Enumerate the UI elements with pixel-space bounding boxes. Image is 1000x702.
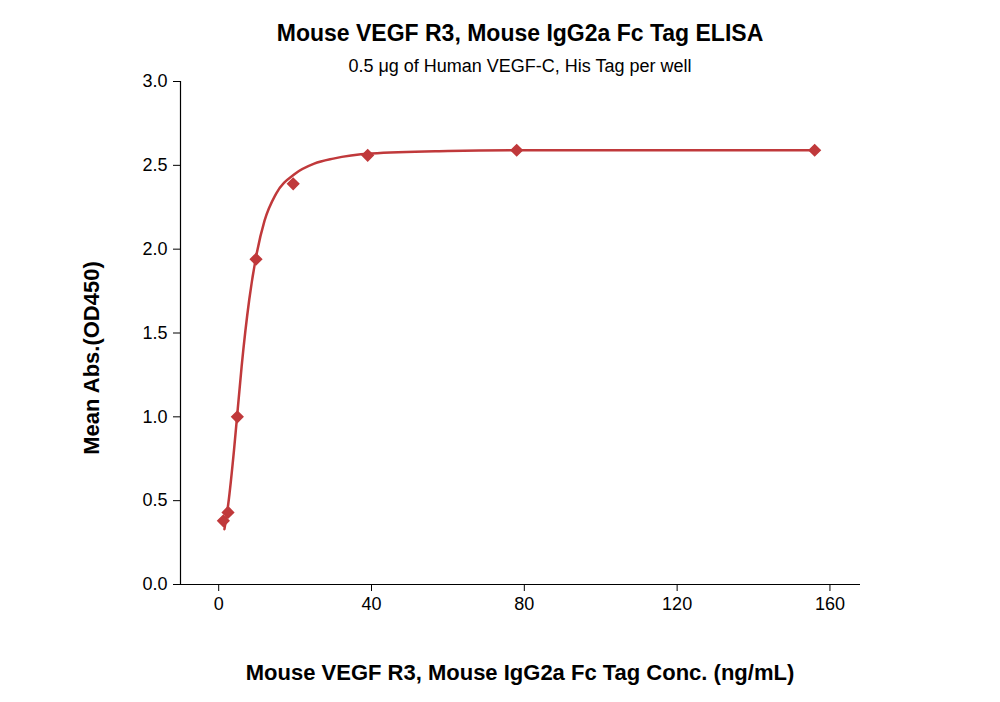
svg-text:120: 120 — [662, 594, 692, 614]
html-text:Mean Abs.(OD450): Mean Abs.(OD450) — [79, 261, 104, 455]
svg-text:160: 160 — [815, 594, 845, 614]
svg-text:80: 80 — [514, 594, 534, 614]
html-text:0.5 μg of Human VEGF-C, His Ta: 0.5 μg of Human VEGF-C, His Tag per well — [348, 56, 692, 76]
svg-text:2.0: 2.0 — [142, 239, 167, 259]
html-text:Mouse VEGF R3, Mouse IgG2a Fc: Mouse VEGF R3, Mouse IgG2a Fc Tag Conc. … — [245, 660, 795, 685]
svg-text:1.0: 1.0 — [142, 407, 167, 427]
svg-text:0.5: 0.5 — [142, 490, 167, 510]
svg-text:40: 40 — [361, 594, 381, 614]
svg-text:0: 0 — [214, 594, 224, 614]
svg-text:0.0: 0.0 — [142, 574, 167, 594]
svg-text:2.5: 2.5 — [142, 155, 167, 175]
svg-text:1.5: 1.5 — [142, 323, 167, 343]
svg-text:3.0: 3.0 — [142, 71, 167, 91]
html-text:Mouse VEGF R3, Mouse IgG2a Fc: Mouse VEGF R3, Mouse IgG2a Fc Tag ELISA — [276, 20, 764, 46]
